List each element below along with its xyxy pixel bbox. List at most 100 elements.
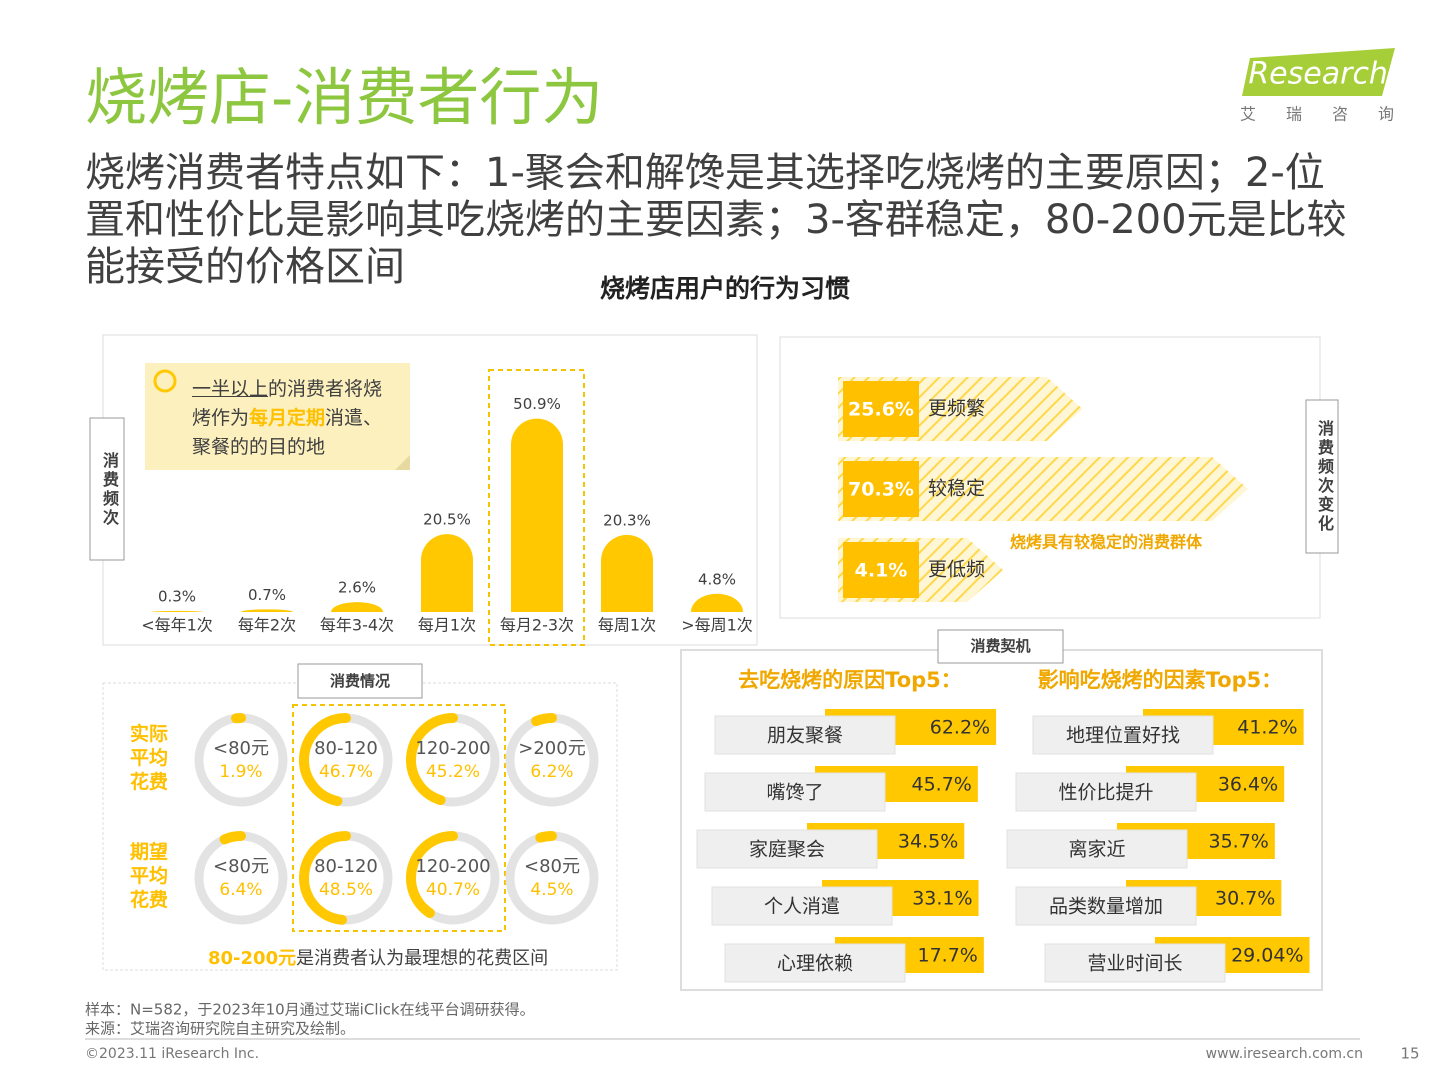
category-label: 嘴馋了: [766, 782, 823, 804]
x-tick-label: 每周1次: [598, 616, 656, 635]
note-part: 的消费者将烧烤作为: [192, 378, 383, 429]
category-label: 较稳定: [928, 478, 985, 500]
note-part: 消遣、聚餐的的目的地: [192, 407, 383, 458]
category-label: 性价比提升: [1058, 782, 1153, 804]
label-box: [704, 772, 886, 812]
value-label: 35.7%: [1208, 831, 1268, 853]
x-tick-label: 每年3-4次: [320, 616, 394, 635]
note-highlight: 每月定期: [249, 407, 326, 429]
value-label: 1.9%: [219, 762, 262, 782]
callout-icon: [153, 369, 177, 393]
title: 烧烤店-消费者行为: [85, 61, 603, 134]
summary: 烧烤消费者特点如下：1-聚会和解馋是其选择吃烧烤的主要原因；2-位置和性价比是影…: [85, 150, 1347, 290]
bar: [511, 418, 563, 612]
label-box: [711, 886, 893, 926]
value-label: 45.7%: [911, 774, 971, 796]
x-tick-label: >每周1次: [681, 616, 753, 635]
label-box: [1044, 943, 1226, 983]
value-label: 62.2%: [930, 717, 990, 739]
label-box: [297, 663, 423, 699]
label-box: [724, 943, 906, 983]
value-label: 17.7%: [917, 945, 977, 967]
sample-note: 样本：N=582，于2023年10月通过艾瑞iClick在线平台调研获得。: [85, 1001, 535, 1019]
category-label: 离家近: [1068, 839, 1125, 861]
callout-text: 一半以上的消费者将烧烤作为每月定期消遣、聚餐的的目的地: [192, 375, 397, 462]
highlight-box: [488, 369, 585, 646]
category-label: 120-200: [415, 856, 490, 877]
section-title: 烧烤店用户的行为习惯: [600, 274, 850, 303]
category-label: 80-120: [314, 856, 378, 877]
value-label: 4.8%: [698, 570, 736, 588]
value-label: 20.3%: [603, 511, 651, 529]
category-label: 地理位置好找: [1066, 725, 1180, 747]
callout: [145, 363, 410, 470]
value-label: 46.7%: [319, 762, 373, 782]
donut-note: 80-200元是消费者认为最理想的花费区间: [208, 944, 548, 970]
category-label: 80-120: [314, 738, 378, 759]
category-label: 更低频: [928, 559, 985, 581]
value-label: 6.4%: [219, 880, 262, 900]
note-part: 一半以上: [192, 378, 269, 400]
category-label: 心理依赖: [777, 953, 853, 975]
value-label: 36.4%: [1218, 774, 1278, 796]
label-box: [937, 629, 1064, 664]
value-label: 4.5%: [530, 880, 573, 900]
bar: [331, 602, 383, 612]
value-label: 70.3%: [848, 479, 914, 501]
label-box: [1015, 772, 1197, 812]
value-label: 40.7%: [426, 880, 480, 900]
value-label: 48.5%: [319, 880, 373, 900]
donut-arc: [219, 831, 246, 845]
value-label: 30.7%: [1215, 888, 1275, 910]
panel-label: 消费契机: [970, 637, 1031, 655]
donut-track: [194, 713, 288, 807]
note: 烧烤具有较稳定的消费群体: [1010, 533, 1203, 552]
donut-arc: [299, 831, 351, 925]
value-label: 2.6%: [338, 579, 376, 597]
copyright: ©2023.11 iResearch Inc.: [85, 1046, 259, 1062]
category-label: <80元: [213, 856, 269, 877]
highlight-box: [292, 704, 506, 932]
value-label: 6.2%: [530, 762, 573, 782]
label-box: [1305, 399, 1339, 554]
logo: iResearch: [1240, 57, 1388, 92]
row-label: 实际平均花费: [130, 723, 169, 793]
bar: [601, 534, 653, 612]
bar: [151, 610, 203, 612]
panel-label: 消费情况: [329, 672, 390, 690]
value-label: 0.7%: [248, 586, 286, 604]
callout-fold: [395, 455, 410, 470]
donut-arc: [406, 713, 458, 806]
url: www.iresearch.com.cn: [1206, 1046, 1363, 1062]
category-label: <80元: [213, 738, 269, 759]
value-label: 4.1%: [855, 560, 908, 582]
category-label: 家庭聚会: [749, 839, 825, 861]
value-box: [843, 381, 919, 437]
donut-track: [194, 831, 288, 925]
value-label: 50.9%: [513, 395, 561, 413]
source-note: 来源：艾瑞咨询研究院自主研究及绘制。: [85, 1020, 355, 1038]
arrow: [838, 457, 1249, 521]
category-label: 品类数量增加: [1049, 896, 1163, 918]
axis-label: 消费频次变化: [1315, 420, 1334, 534]
label-box: [1006, 829, 1188, 869]
x-tick-label: 每年2次: [238, 616, 296, 635]
value-label: 45.2%: [426, 762, 480, 782]
row-label: 期望平均花费: [130, 841, 169, 911]
value-box: [843, 542, 919, 598]
donut-arc: [531, 713, 557, 727]
axis-label: 消费频次: [100, 452, 119, 528]
panel-title: 去吃烧烤的原因Top5：: [738, 668, 962, 692]
label-box: [1032, 715, 1214, 755]
category-label: 个人消遣: [764, 896, 840, 918]
category-label: 朋友聚餐: [767, 725, 843, 747]
value-label: 0.3%: [158, 587, 196, 605]
donut-arc: [535, 831, 557, 843]
bar: [421, 534, 473, 612]
category-label: >200元: [518, 738, 585, 759]
x-tick-label: <每年1次: [141, 616, 213, 635]
label-box: [1015, 886, 1197, 926]
value-label: 33.1%: [912, 888, 972, 910]
panel-title: 影响吃烧烤的因素Top5：: [1038, 668, 1283, 692]
